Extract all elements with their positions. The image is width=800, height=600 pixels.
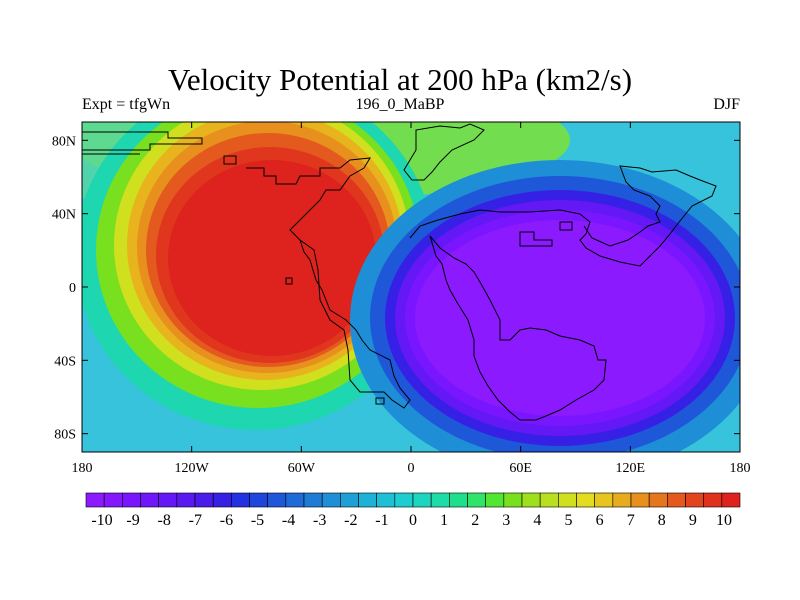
colorbar-swatch <box>630 492 650 508</box>
lon-tick-label: 180 <box>72 461 93 476</box>
coastlines <box>82 123 717 421</box>
lat-tick-label: 0 <box>69 281 76 296</box>
colorbar: -10 -9 -8 -7 -6 -5 -4 -3 -2 -1 0 1 2 3 4 5 6 7 8 9 10 <box>85 492 741 529</box>
colorbar-swatch <box>485 492 505 508</box>
colorbar-label: -1 <box>375 512 388 529</box>
colorbar-swatch <box>158 492 178 508</box>
case-label: 196_0_MaBP <box>355 96 445 113</box>
lon-tick-label: 120W <box>175 461 210 476</box>
colorbar-label: -3 <box>313 512 326 529</box>
colorbar-label: 2 <box>471 512 479 529</box>
plot-title: Velocity Potential at 200 hPa (km2/s) <box>167 62 633 97</box>
colorbar-swatch <box>394 492 414 508</box>
colorbar-label: 1 <box>440 512 448 529</box>
colorbar-swatch <box>249 492 268 508</box>
colorbar-swatch <box>321 492 341 508</box>
colorbar-swatch <box>667 492 686 508</box>
colorbar-swatch <box>521 492 541 508</box>
lat-tick-label: 80S <box>54 428 76 443</box>
coastline-asia <box>409 165 717 267</box>
negative-center <box>350 160 740 452</box>
experiment-label: Expt = tfgWn <box>82 96 171 113</box>
colorbar-swatch <box>576 492 595 508</box>
contour-field <box>82 122 740 452</box>
coastline-south-island <box>375 397 385 405</box>
colorbar-label: 4 <box>533 512 541 529</box>
lon-tick-label: 0 <box>408 461 415 476</box>
colorbar-label: -10 <box>91 512 112 529</box>
colorbar-label: -5 <box>251 512 264 529</box>
colorbar-label: -9 <box>126 512 139 529</box>
lon-axis: 180 120W 60W 0 60E 120E 180 <box>72 122 751 476</box>
colorbar-swatch <box>721 492 741 508</box>
colorbar-swatch <box>594 492 614 508</box>
colorbar-swatch <box>430 492 450 508</box>
coastline-americas <box>246 157 411 409</box>
lat-tick-label: 40N <box>52 208 76 223</box>
coastline-small-body <box>559 221 573 231</box>
colorbar-swatch <box>212 492 232 508</box>
colorbar-swatch <box>503 492 523 508</box>
colorbar-swatch <box>340 492 359 508</box>
colorbar-label: -7 <box>189 512 202 529</box>
lon-tick-label: 60W <box>288 461 316 476</box>
colorbar-swatch <box>176 492 196 508</box>
colorbar-swatch <box>358 492 377 508</box>
colorbar-swatch <box>231 492 250 508</box>
colorbar-swatch <box>412 492 432 508</box>
coastline-inland-sea <box>519 231 553 247</box>
colorbar-swatch <box>122 492 141 508</box>
colorbar-swatch <box>85 492 105 508</box>
colorbar-label: 10 <box>716 512 732 529</box>
coastline-africa-region <box>429 235 607 421</box>
colorbar-swatch <box>467 492 486 508</box>
colorbar-swatch <box>376 492 396 508</box>
colorbar-swatch <box>194 492 214 508</box>
colorbar-swatch <box>449 492 468 508</box>
colorbar-swatch <box>703 492 723 508</box>
colorbar-label: 8 <box>658 512 666 529</box>
lat-tick-label: 80N <box>52 134 76 149</box>
colorbar-swatch <box>267 492 287 508</box>
lon-tick-label: 180 <box>730 461 751 476</box>
coastline-arctic <box>82 131 203 151</box>
lon-tick-label: 120E <box>616 461 646 476</box>
colorbar-label: 0 <box>409 512 417 529</box>
colorbar-label: 3 <box>502 512 510 529</box>
colorbar-swatch <box>103 492 123 508</box>
colorbar-swatch <box>612 492 632 508</box>
coastline-europe <box>403 123 485 181</box>
colorbar-label: 6 <box>596 512 604 529</box>
coastline-pacific-island <box>285 277 293 285</box>
colorbar-swatch <box>558 492 577 508</box>
colorbar-swatch <box>285 492 305 508</box>
colorbar-swatch <box>303 492 323 508</box>
lat-axis: 80N 40N 0 40S 80S <box>52 134 740 443</box>
colorbar-swatch <box>140 492 159 508</box>
coastline-island <box>223 155 237 165</box>
season-label: DJF <box>713 96 740 113</box>
colorbar-label: 7 <box>627 512 635 529</box>
colorbar-swatch <box>539 492 559 508</box>
colorbar-label: 5 <box>565 512 573 529</box>
colorbar-label: -2 <box>344 512 357 529</box>
colorbar-label: -4 <box>282 512 295 529</box>
colorbar-label: -6 <box>220 512 233 529</box>
lon-tick-label: 60E <box>509 461 532 476</box>
colorbar-swatch <box>648 492 668 508</box>
colorbar-label: -8 <box>158 512 171 529</box>
colorbar-swatch <box>685 492 704 508</box>
positive-center <box>82 122 435 430</box>
lat-tick-label: 40S <box>54 354 76 369</box>
colorbar-label: 9 <box>689 512 697 529</box>
